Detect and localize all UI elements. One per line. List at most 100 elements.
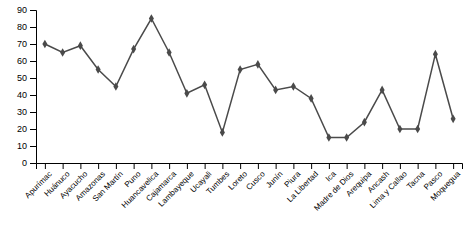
point — [131, 45, 136, 54]
x-tick-mark — [276, 163, 277, 169]
point — [451, 114, 456, 123]
point — [344, 133, 349, 142]
x-tick-mark — [453, 163, 454, 169]
x-tick-mark — [418, 163, 419, 169]
x-tick: San Martín — [91, 163, 125, 204]
y-tick-mark — [30, 129, 36, 130]
y-tick-label: 60 — [17, 56, 27, 66]
x-tick-mark — [240, 163, 241, 169]
point — [96, 65, 101, 74]
x-tick: Tumbes — [205, 163, 232, 196]
y-tick-label: 0 — [22, 158, 27, 168]
point — [415, 125, 420, 134]
point — [255, 60, 260, 69]
point — [60, 48, 65, 57]
x-tick-mark — [80, 163, 81, 169]
x-tick: Moquegua — [429, 163, 462, 203]
y-tick: 60 — [17, 56, 36, 66]
point — [309, 94, 314, 103]
y-tick-label: 50 — [17, 73, 27, 83]
y-tick: 80 — [17, 22, 36, 32]
y-tick: 70 — [17, 39, 36, 49]
y-tick: 30 — [17, 107, 36, 117]
x-tick-mark — [205, 163, 206, 169]
y-tick: 0 — [22, 158, 36, 168]
x-tick-mark — [435, 163, 436, 169]
y-tick-label: 10 — [17, 141, 27, 151]
point — [380, 86, 385, 95]
x-tick-mark — [45, 163, 46, 169]
y-tick-label: 80 — [17, 22, 27, 32]
y-tick-label: 30 — [17, 107, 27, 117]
x-tick-mark — [293, 163, 294, 169]
x-tick-mark — [187, 163, 188, 169]
x-tick-mark — [329, 163, 330, 169]
point — [184, 89, 189, 98]
point — [78, 41, 83, 50]
x-tick-label: Lima y Callao — [368, 169, 409, 210]
chart: 0 10 20 30 40 50 60 70 80 90 ApurímacHuánucoAyacuc… — [0, 0, 474, 225]
y-tick: 10 — [17, 141, 36, 151]
point — [362, 118, 367, 127]
x-tick: Junín — [264, 163, 284, 190]
x-tick-label: Moquegua — [429, 169, 462, 202]
x-tick-mark — [347, 163, 348, 169]
y-tick-mark — [30, 10, 36, 11]
y-tick-label: 20 — [17, 124, 27, 134]
x-tick: Ica — [324, 163, 338, 183]
x-tick: Cusco — [244, 163, 267, 192]
x-tick-mark — [134, 163, 135, 169]
x-tick-mark — [63, 163, 64, 169]
x-tick-mark — [311, 163, 312, 169]
y-tick: 50 — [17, 73, 36, 83]
x-axis-line — [37, 164, 463, 170]
point — [326, 133, 331, 142]
point — [397, 125, 402, 134]
y-tick-label: 70 — [17, 39, 27, 49]
x-tick-label: Tumbes — [205, 170, 232, 197]
y-tick-label: 90 — [17, 5, 27, 15]
point — [167, 48, 172, 57]
point — [273, 86, 278, 95]
x-tick-mark — [222, 163, 223, 169]
y-tick-mark — [30, 61, 36, 62]
y-axis: 0 10 20 30 40 50 60 70 80 90 — [17, 5, 37, 168]
point — [220, 128, 225, 137]
x-tick-mark — [258, 163, 259, 169]
x-tick: La Libertad — [285, 163, 320, 204]
y-tick-mark — [30, 163, 36, 164]
y-tick-mark — [30, 44, 36, 45]
y-axis-line — [30, 11, 37, 164]
y-tick-mark — [30, 95, 36, 96]
y-tick: 20 — [17, 124, 36, 134]
x-tick-label: La Libertad — [285, 170, 320, 205]
x-tick: Lima y Callao — [368, 163, 409, 210]
point — [433, 50, 438, 59]
y-tick: 40 — [17, 90, 36, 100]
x-tick-mark — [151, 163, 152, 169]
point — [202, 80, 207, 89]
y-tick-mark — [30, 112, 36, 113]
marks — [42, 14, 455, 142]
x-tick-mark — [382, 163, 383, 169]
line — [45, 19, 453, 138]
point — [291, 82, 296, 91]
x-tick-label: San Martín — [91, 170, 125, 204]
y-tick-mark — [30, 78, 36, 79]
point — [42, 40, 47, 49]
x-axis: ApurímacHuánucoAyacuchoAmazonasSan Martí… — [23, 163, 462, 213]
x-tick-mark — [400, 163, 401, 169]
y-tick-mark — [30, 27, 36, 28]
x-tick-label: Cusco — [244, 169, 267, 192]
y-tick: 90 — [17, 5, 36, 15]
point — [113, 82, 118, 91]
y-tick-mark — [30, 146, 36, 147]
x-tick-mark — [169, 163, 170, 169]
x-tick-label: Junín — [264, 170, 284, 190]
plot: 0 10 20 30 40 50 60 70 80 90 ApurímacHuánucoAyacuc… — [17, 5, 463, 212]
x-tick-mark — [116, 163, 117, 169]
y-tick-label: 40 — [17, 90, 27, 100]
point — [238, 65, 243, 74]
point — [149, 14, 154, 23]
x-tick-mark — [364, 163, 365, 169]
